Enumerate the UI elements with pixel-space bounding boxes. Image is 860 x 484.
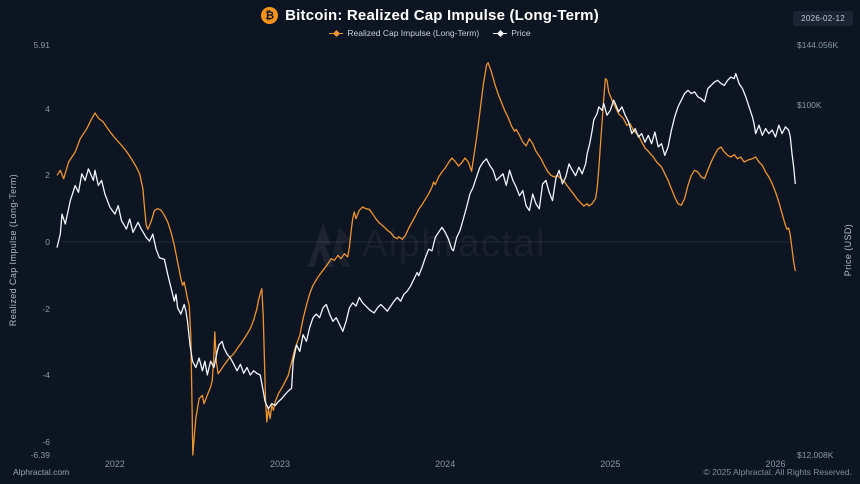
y-left-tick-label: 5.91	[33, 40, 50, 50]
legend-label: Price	[511, 28, 531, 38]
legend-item-price[interactable]: Price	[493, 28, 531, 38]
y-left-tick-label: -2	[42, 303, 50, 314]
y-left-tick-label: -4	[42, 370, 50, 381]
legend-label: Realized Cap Impulse (Long-Term)	[347, 28, 480, 38]
bitcoin-icon: ₿	[261, 7, 279, 24]
legend-marker-icon	[329, 29, 344, 37]
page-title: Bitcoin: Realized Cap Impulse (Long-Term…	[285, 7, 599, 24]
y-right-tick-label: $100K	[797, 100, 822, 111]
y-right-tick-label: $144.056K	[797, 40, 839, 50]
x-tick-label: 2025	[600, 459, 621, 469]
y-axis-left-title: Realized Cap Impulse (Long-Term)	[8, 173, 18, 327]
x-tick-label: 2022	[104, 459, 125, 469]
x-tick-label: 2026	[765, 459, 786, 469]
legend-item-realized-cap-impulse[interactable]: Realized Cap Impulse (Long-Term)	[329, 28, 479, 38]
y-left-tick-label: -6.39	[30, 450, 50, 460]
x-tick-label: 2023	[269, 459, 291, 469]
y-left-tick-label: -6	[42, 437, 50, 447]
y-right-tick-label: $12.008K	[797, 450, 834, 460]
x-tick-label: 2024	[435, 459, 456, 469]
date-badge: 2026-02-12	[793, 11, 853, 26]
series-line-realized-cap-impulse	[56, 62, 796, 456]
y-left-tick-label: 2	[45, 170, 50, 181]
chart-header: ₿ Bitcoin: Realized Cap Impulse (Long-Te…	[0, 7, 860, 24]
y-left-tick-label: 0	[45, 237, 50, 247]
copyright-text: © 2025 Alphractal. All Rights Reserved.	[703, 467, 852, 477]
y-axis-right-title: Price (USD)	[843, 223, 853, 277]
legend: Realized Cap Impulse (Long-Term) Price	[0, 28, 860, 38]
alphractal-site-link[interactable]: Alphractal.com	[13, 467, 70, 477]
legend-marker-icon	[493, 29, 508, 37]
series-line-price	[56, 72, 796, 410]
y-left-tick-label: 4	[45, 103, 50, 114]
